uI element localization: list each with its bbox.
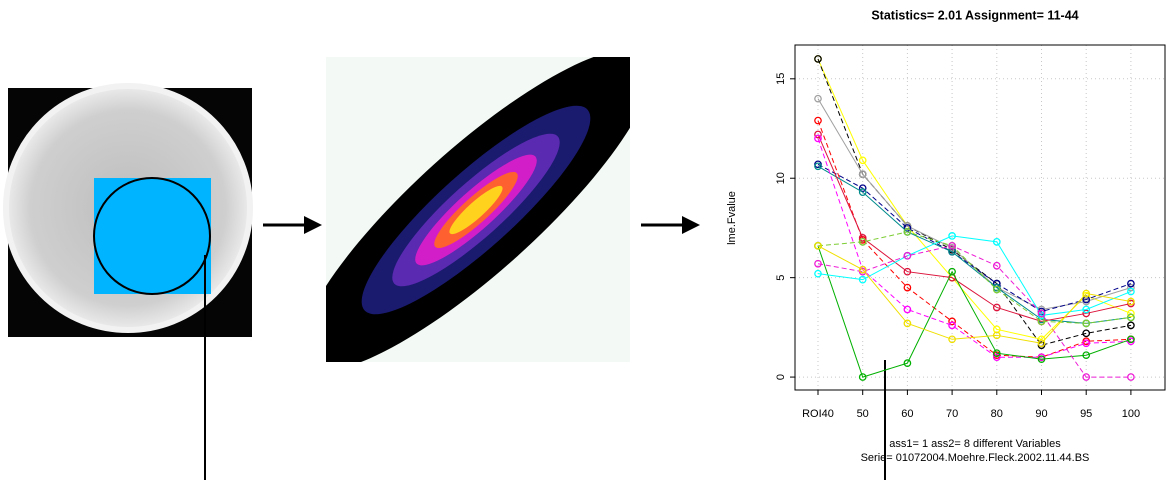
data-point	[858, 234, 867, 242]
data-point	[992, 349, 1001, 358]
data-point	[948, 321, 956, 330]
series-line	[817, 138, 1131, 358]
data-point	[903, 283, 912, 292]
data-point	[903, 251, 912, 260]
data-point	[814, 241, 822, 250]
data-point	[1127, 373, 1135, 381]
data-point	[992, 303, 1001, 312]
data-point	[1037, 355, 1046, 364]
x-tick-label: 60	[901, 408, 913, 420]
data-point	[858, 275, 867, 284]
x-tick-label: 95	[1080, 408, 1092, 420]
x-tick-label: 50	[857, 408, 869, 420]
data-point	[858, 184, 867, 193]
data-point	[948, 317, 956, 326]
data-point	[814, 269, 822, 278]
data-point	[903, 319, 912, 328]
data-point	[1082, 351, 1091, 360]
data-point	[1082, 339, 1091, 348]
chart-title: Statistics= 2.01 Assignment= 11-44	[871, 8, 1078, 22]
data-point	[948, 232, 956, 240]
series-line	[817, 120, 1131, 358]
data-point	[1082, 373, 1091, 381]
data-point	[1127, 279, 1135, 288]
data-point	[1082, 329, 1091, 338]
data-point	[814, 94, 822, 103]
data-point	[948, 267, 956, 276]
data-point	[992, 261, 1001, 270]
data-point	[814, 55, 822, 63]
plot: 0 5 10 15 ROI40 50 60 70 80 90 95 100	[775, 45, 1165, 420]
data-point	[814, 116, 822, 125]
y-tick-label: 10	[775, 172, 787, 184]
arrows	[263, 216, 700, 234]
data-point	[814, 134, 822, 143]
data-point	[903, 305, 912, 314]
data-point	[858, 188, 867, 196]
data-point	[903, 359, 912, 368]
y-tick-label: 0	[775, 374, 787, 380]
series-line	[817, 231, 1131, 324]
data-point	[814, 162, 822, 171]
data-point	[1127, 321, 1135, 330]
data-point	[814, 259, 822, 268]
x-tick-label: ROI40	[802, 408, 834, 420]
data-point	[903, 267, 912, 276]
petri-dish-photo	[3, 83, 253, 337]
data-point	[948, 335, 956, 344]
data-point	[1127, 287, 1135, 296]
data-point	[1127, 313, 1135, 322]
x-tick-label: 100	[1122, 408, 1140, 420]
data-point	[858, 170, 867, 179]
data-point	[1127, 283, 1135, 292]
series-line	[817, 245, 1132, 378]
data-point	[1082, 319, 1091, 328]
plot-frame	[794, 44, 1166, 391]
data-point	[814, 130, 822, 139]
y-tick-label: 5	[775, 275, 787, 281]
data-point	[1127, 335, 1135, 344]
data-point	[1082, 289, 1091, 298]
series-line	[817, 245, 1131, 378]
data-point	[948, 241, 956, 250]
data-point	[1127, 297, 1135, 306]
data-point	[1037, 339, 1046, 348]
data-point	[903, 228, 912, 236]
x-tick-label: 90	[1035, 408, 1047, 420]
y-axis-label: lme.Fvalue	[726, 191, 738, 245]
data-point	[1082, 309, 1091, 318]
data-point	[992, 353, 1001, 362]
data-point	[992, 285, 1001, 294]
series-line	[817, 235, 1132, 316]
data-point	[992, 238, 1001, 246]
annotation: Serie= 01072004.Moehre.Fleck.2002.11.44.…	[861, 452, 1090, 464]
data-point	[858, 265, 867, 274]
x-tick-label: 80	[991, 408, 1003, 420]
data-point	[903, 224, 912, 232]
data-point	[858, 238, 867, 246]
data-point	[1127, 309, 1135, 318]
data-point	[858, 373, 867, 381]
x-tick-label: 70	[946, 408, 958, 420]
annotation: ass1= 1 ass2= 8 different Variables	[889, 438, 1061, 450]
series-line	[817, 134, 1132, 322]
data-point	[992, 331, 1001, 340]
data-point	[858, 156, 867, 165]
data-point	[1082, 305, 1091, 314]
y-tick-label: 15	[775, 73, 787, 85]
density-plot	[326, 57, 630, 362]
data-point	[1037, 309, 1046, 318]
series-line	[817, 245, 1131, 344]
